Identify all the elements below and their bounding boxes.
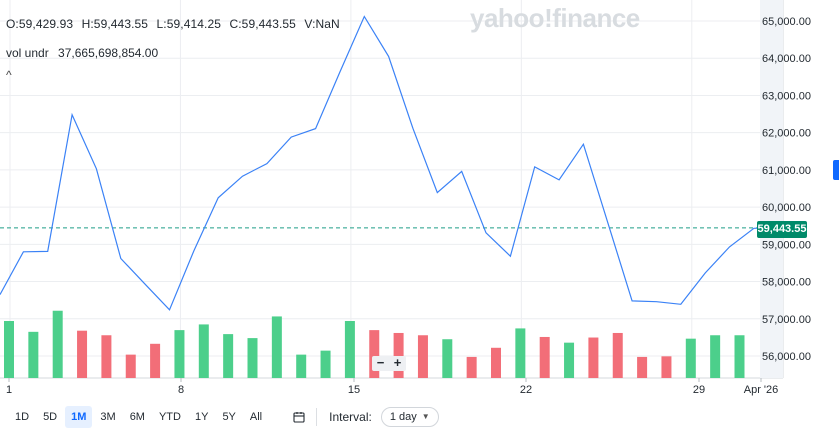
- y-tick-label: 57,000.00: [762, 314, 811, 326]
- volume-bar: [271, 316, 282, 378]
- volume-bar: [4, 321, 14, 378]
- high-value: H:59,443.55: [81, 17, 149, 31]
- chart-toolbar: 1D 5D 1M 3M 6M YTD 1Y 5Y All Interval: 1…: [0, 404, 839, 430]
- volume-bars: [4, 310, 745, 378]
- current-price-tag: 59,443.55: [757, 221, 807, 238]
- volume-bar: [174, 330, 185, 378]
- volume-total: 37,665,698,854.00: [58, 46, 159, 60]
- interval-value: 1 day: [389, 411, 417, 423]
- y-axis: 65,000.00 64,000.00 63,000.00 62,000.00 61,0…: [762, 16, 811, 363]
- range-5y[interactable]: 5Y: [222, 411, 236, 423]
- zoom-out-button[interactable]: −: [376, 355, 385, 370]
- yahoo-finance-watermark: yahoo!finance: [470, 3, 640, 33]
- zoom-in-button[interactable]: +: [393, 355, 402, 370]
- chart-grid: [0, 0, 784, 379]
- calendar-icon[interactable]: [292, 410, 306, 424]
- volume-bar: [198, 324, 209, 378]
- range-1y[interactable]: 1Y: [194, 411, 209, 423]
- range-1d[interactable]: 1D: [15, 411, 30, 423]
- range-5d[interactable]: 5D: [43, 411, 58, 423]
- volume-bar: [612, 332, 623, 378]
- y-tick-label: 59,000.00: [762, 239, 811, 251]
- toolbar-divider: [316, 408, 318, 426]
- range-6m[interactable]: 6M: [129, 411, 145, 423]
- volume-bar: [77, 330, 88, 378]
- volume-bar: [223, 334, 234, 378]
- volume-bar: [734, 335, 745, 378]
- volume-bar: [588, 337, 599, 378]
- range-ytd[interactable]: YTD: [158, 411, 181, 423]
- volume-label: vol undr: [6, 46, 49, 60]
- x-tick-label: 8: [178, 384, 184, 396]
- volume-bar: [637, 356, 648, 378]
- y-tick-label: 64,000.00: [762, 53, 811, 65]
- x-tick-label: Apr '26: [744, 384, 779, 396]
- close-value: C:59,443.55: [229, 17, 296, 31]
- collapse-legend-button[interactable]: ^: [6, 68, 12, 82]
- x-tick-label: 29: [693, 384, 705, 396]
- volume-readout: vol undr 37,665,698,854.00: [6, 46, 158, 60]
- volume-value: V:NaN: [304, 17, 340, 31]
- volume-bar: [685, 338, 696, 378]
- interval-label: Interval:: [329, 410, 372, 424]
- volume-bar: [296, 354, 307, 378]
- volume-bar: [491, 347, 501, 378]
- volume-bar: [344, 321, 355, 378]
- side-panel-handle[interactable]: [833, 160, 839, 180]
- x-tick-label: 22: [520, 384, 532, 396]
- volume-bar: [125, 354, 136, 378]
- range-1m[interactable]: 1M: [65, 406, 93, 428]
- volume-bar: [466, 356, 477, 378]
- volume-bar: [710, 335, 721, 378]
- volume-bar: [515, 328, 526, 378]
- y-tick-label: 65,000.00: [762, 16, 811, 28]
- x-axis: 1 8 15 22 29 Apr '26: [6, 378, 778, 396]
- volume-bar: [442, 339, 453, 378]
- low-value: L:59,414.25: [156, 17, 222, 31]
- price-series-line: [0, 15, 770, 311]
- x-tick-label: 15: [348, 384, 360, 396]
- y-tick-label: 60,000.00: [762, 202, 811, 214]
- volume-bar: [369, 330, 380, 378]
- volume-bar: [393, 332, 404, 378]
- volume-bar: [417, 335, 428, 378]
- volume-bar: [564, 342, 575, 378]
- future-band: [760, 0, 783, 378]
- open-value: O:59,429.93: [6, 17, 74, 31]
- price-chart[interactable]: 65,000.00 64,000.00 63,000.00 62,000.00 61,0…: [0, 0, 839, 404]
- volume-bar: [52, 310, 63, 378]
- zoom-controls: − +: [372, 356, 406, 371]
- volume-bar: [28, 331, 39, 378]
- ohlc-readout: O:59,429.93 H:59,443.55 L:59,414.25 C:59…: [6, 17, 345, 31]
- y-tick-label: 56,000.00: [762, 351, 811, 363]
- range-all[interactable]: All: [249, 411, 263, 423]
- volume-bar: [320, 350, 331, 378]
- volume-bar: [101, 335, 112, 378]
- volume-bar: [661, 356, 672, 378]
- chevron-down-icon: ▼: [421, 412, 430, 421]
- y-tick-label: 62,000.00: [762, 128, 811, 140]
- range-3m[interactable]: 3M: [100, 411, 116, 423]
- y-tick-label: 63,000.00: [762, 90, 811, 102]
- volume-bar: [247, 338, 258, 378]
- volume-bar: [539, 336, 550, 378]
- interval-select[interactable]: 1 day ▼: [380, 407, 439, 427]
- y-tick-label: 61,000.00: [762, 165, 811, 177]
- x-tick-label: 1: [6, 384, 12, 396]
- volume-bar: [150, 343, 161, 378]
- y-tick-label: 58,000.00: [762, 277, 811, 289]
